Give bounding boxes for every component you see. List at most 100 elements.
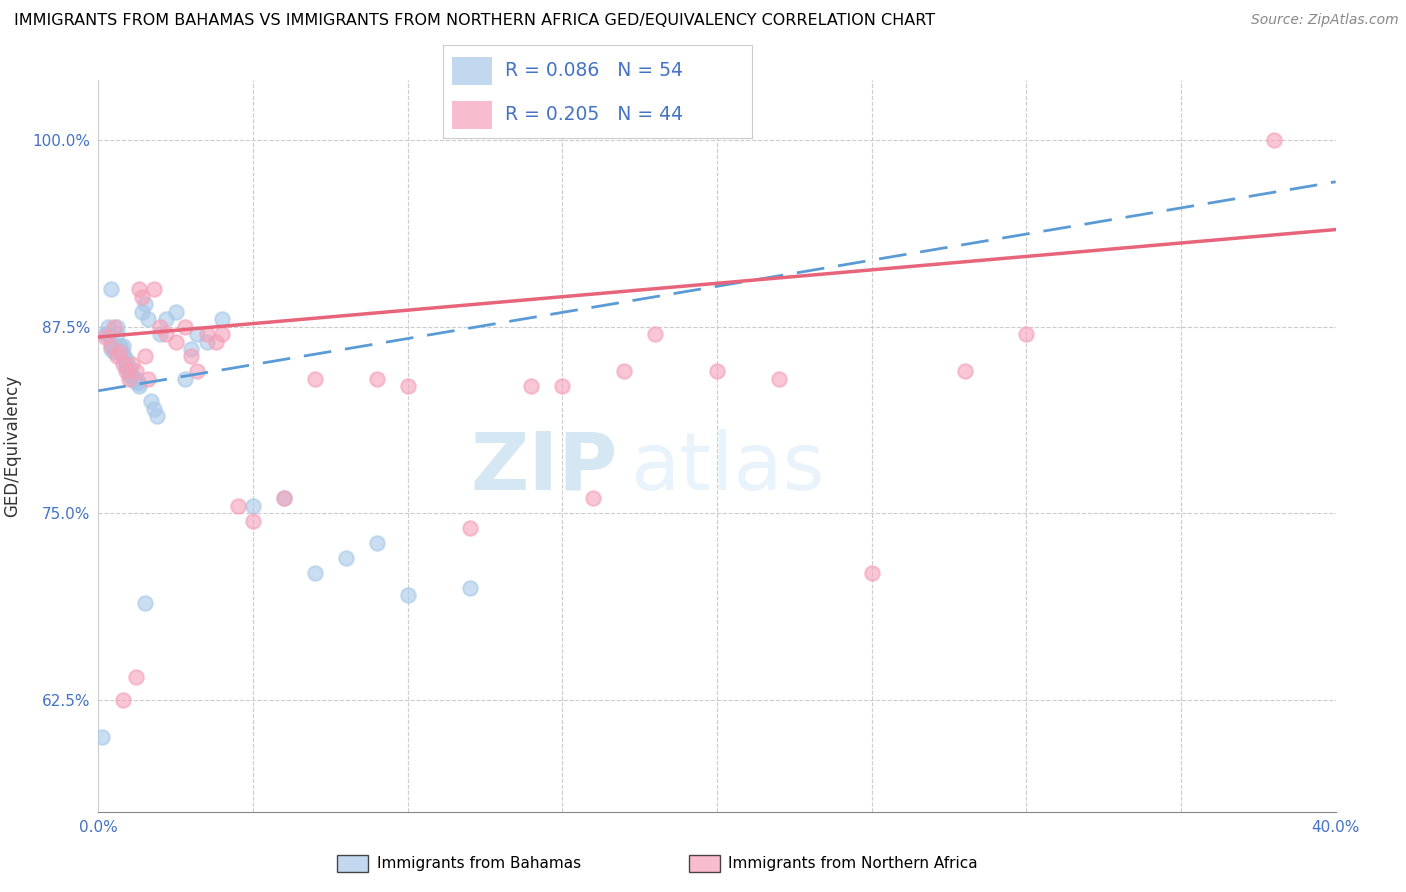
Point xyxy=(174,372,197,386)
Point xyxy=(112,350,135,364)
Point xyxy=(128,376,150,391)
Point xyxy=(242,499,264,513)
Bar xyxy=(453,101,492,129)
Point xyxy=(100,334,122,349)
Point xyxy=(90,730,112,744)
Point xyxy=(115,359,138,374)
Point xyxy=(134,350,156,364)
Point xyxy=(149,326,172,341)
Point xyxy=(124,364,146,378)
Point xyxy=(1263,133,1285,147)
Text: IMMIGRANTS FROM BAHAMAS VS IMMIGRANTS FROM NORTHERN AFRICA GED/EQUIVALENCY CORRE: IMMIGRANTS FROM BAHAMAS VS IMMIGRANTS FR… xyxy=(14,13,935,29)
Point xyxy=(112,339,135,353)
Point xyxy=(136,312,159,326)
Point xyxy=(613,364,636,378)
Point xyxy=(103,339,125,353)
Point xyxy=(174,319,197,334)
Point xyxy=(186,326,208,341)
Point xyxy=(143,401,166,416)
Point xyxy=(155,312,177,326)
Point xyxy=(644,326,666,341)
Point xyxy=(366,536,388,550)
Point xyxy=(458,581,481,595)
Point xyxy=(124,375,146,389)
Point xyxy=(100,339,122,353)
Point xyxy=(118,372,141,386)
Point xyxy=(105,342,128,356)
Text: R = 0.086   N = 54: R = 0.086 N = 54 xyxy=(505,62,683,80)
Point xyxy=(304,566,326,580)
Point xyxy=(103,319,125,334)
Point xyxy=(195,326,218,341)
Point xyxy=(112,357,135,371)
Point xyxy=(112,346,135,360)
Point xyxy=(112,692,135,706)
Point xyxy=(100,282,122,296)
Point xyxy=(551,379,574,393)
Text: atlas: atlas xyxy=(630,429,825,507)
Point xyxy=(128,282,150,296)
Point xyxy=(93,326,115,341)
Point xyxy=(93,330,115,344)
Point xyxy=(768,372,790,386)
Point xyxy=(108,345,131,359)
Point xyxy=(242,514,264,528)
Point xyxy=(105,319,128,334)
Point xyxy=(149,319,172,334)
Text: R = 0.205   N = 44: R = 0.205 N = 44 xyxy=(505,105,683,124)
Point xyxy=(118,359,141,374)
Point xyxy=(226,499,249,513)
Point xyxy=(273,491,295,506)
Point xyxy=(458,521,481,535)
Point xyxy=(165,334,187,349)
Point xyxy=(139,394,162,409)
Point xyxy=(97,319,120,334)
Point xyxy=(143,282,166,296)
Point xyxy=(105,350,128,364)
Point xyxy=(146,409,169,424)
Point xyxy=(953,364,976,378)
Point xyxy=(124,372,146,386)
Text: Immigrants from Bahamas: Immigrants from Bahamas xyxy=(377,856,581,871)
Point xyxy=(304,372,326,386)
Point xyxy=(108,339,131,353)
Point xyxy=(103,345,125,359)
Text: Source: ZipAtlas.com: Source: ZipAtlas.com xyxy=(1251,13,1399,28)
Point xyxy=(520,379,543,393)
Point xyxy=(1015,326,1038,341)
Point xyxy=(105,326,128,341)
Point xyxy=(195,334,218,349)
Point xyxy=(155,326,177,341)
Point xyxy=(131,290,153,304)
Point xyxy=(108,345,131,359)
Point xyxy=(211,326,233,341)
Point xyxy=(211,312,233,326)
Text: ZIP: ZIP xyxy=(471,429,619,507)
Point xyxy=(115,364,138,378)
Point xyxy=(180,350,202,364)
Point xyxy=(121,372,143,386)
Y-axis label: GED/Equivalency: GED/Equivalency xyxy=(3,375,21,517)
Point xyxy=(118,368,141,382)
Point xyxy=(396,379,419,393)
Point xyxy=(134,297,156,311)
Point xyxy=(335,551,357,566)
Point xyxy=(108,342,131,356)
Point xyxy=(136,372,159,386)
Point xyxy=(121,368,143,383)
Point xyxy=(706,364,728,378)
Point xyxy=(115,352,138,367)
Bar xyxy=(453,57,492,85)
Point xyxy=(165,304,187,318)
Point xyxy=(103,342,125,356)
Point xyxy=(121,357,143,371)
Point xyxy=(97,326,120,341)
Point xyxy=(124,670,146,684)
Point xyxy=(582,491,605,506)
Point xyxy=(118,364,141,378)
Text: Immigrants from Northern Africa: Immigrants from Northern Africa xyxy=(728,856,979,871)
Point xyxy=(131,304,153,318)
Point xyxy=(115,357,138,371)
Point xyxy=(366,372,388,386)
Point xyxy=(205,334,228,349)
